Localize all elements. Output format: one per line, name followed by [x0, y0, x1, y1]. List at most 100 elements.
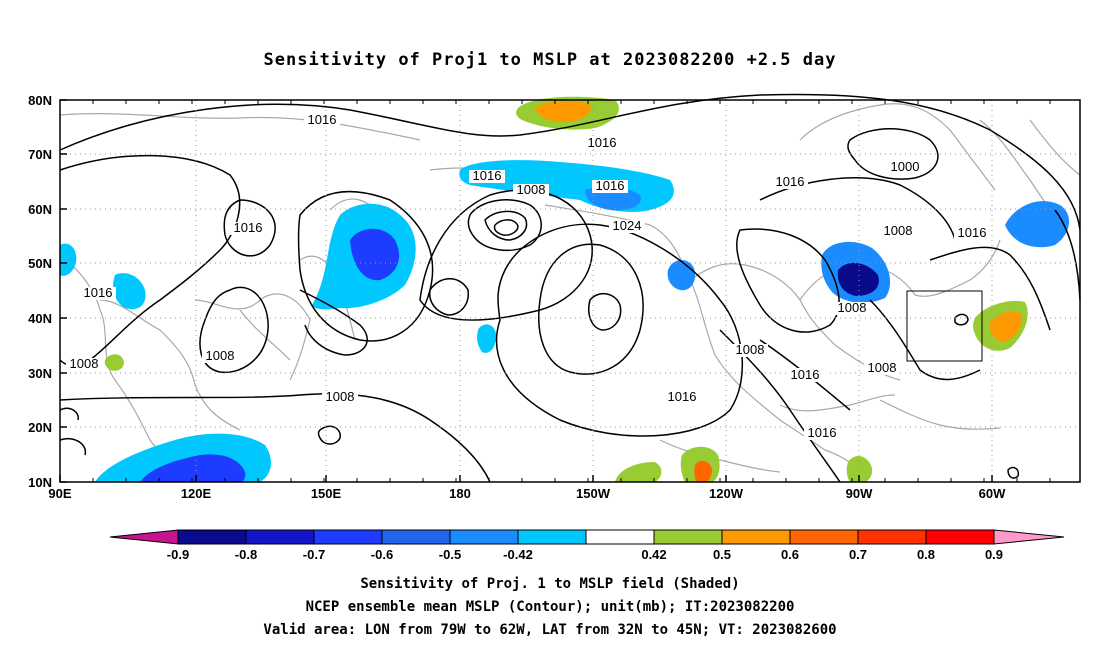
colorbar-label: -0.9	[167, 547, 189, 562]
contour-label-bg	[469, 170, 505, 183]
shade-neg-gulfalaska	[667, 259, 696, 291]
lon-tick-label: 60W	[979, 486, 1006, 501]
colorbar-label: -0.42	[503, 547, 533, 562]
contour-label: 1008	[736, 342, 765, 357]
colorbar-segment	[517, 529, 587, 545]
contour-label: 1016	[596, 178, 625, 193]
contour-label: 1008	[326, 389, 355, 404]
longitude-axis: 90E 120E 150E 180 150W 120W 90W 60W	[48, 100, 1051, 501]
mslp-contours	[59, 93, 1081, 483]
colorbar-segment	[721, 529, 791, 545]
colorbar-label: 0.9	[985, 547, 1003, 562]
colorbar-segment	[449, 529, 519, 545]
lat-tick-label: 40N	[28, 311, 52, 326]
lat-tick-label: 70N	[28, 147, 52, 162]
shade-neg-atlantic	[1005, 201, 1070, 248]
shade-pos-seaboard-core	[989, 311, 1023, 342]
lat-tick-label: 10N	[28, 475, 52, 490]
contour-label-bg	[834, 302, 870, 315]
contour-label-bg	[609, 220, 645, 233]
shade-neg-greatlakes-core	[837, 262, 879, 296]
colorbar-segment	[789, 529, 859, 545]
contour-label: 1016	[808, 425, 837, 440]
colorbar-segment	[585, 529, 655, 545]
caption-line-3: Valid area: LON from 79W to 62W, LAT fro…	[263, 622, 837, 638]
colorbar-label: -0.7	[303, 547, 325, 562]
shade-neg-china	[60, 243, 77, 276]
caption: Sensitivity of Proj. 1 to MSLP field (Sh…	[0, 573, 1100, 642]
contour-label-bg	[732, 344, 768, 357]
lat-tick-label: 60N	[28, 202, 52, 217]
contour-label-bg	[584, 137, 620, 150]
colorbar-label: 0.5	[713, 547, 731, 562]
colorbar-segment	[245, 529, 315, 545]
caption-line-2: NCEP ensemble mean MSLP (Contour); unit(…	[305, 599, 795, 615]
contour-label-bg	[787, 369, 823, 382]
contour-label: 1016	[958, 225, 987, 240]
contour-label-bg	[887, 161, 923, 174]
contour-label: 1008	[884, 223, 913, 238]
colorbar-segment	[925, 529, 995, 545]
contour-label-bg	[664, 391, 700, 404]
colorbar-label: 0.7	[849, 547, 867, 562]
contour-label-bg	[230, 222, 266, 235]
colorbar-segment	[857, 529, 927, 545]
colorbar-segment	[177, 529, 247, 545]
contour-label-bg	[304, 114, 340, 127]
contour-label-bg	[864, 362, 900, 375]
shade-pos-asia	[104, 354, 124, 371]
colorbar-segment	[381, 529, 451, 545]
contour-label: 1008	[70, 356, 99, 371]
shade-pos-tropic1	[615, 462, 662, 482]
shade-neg-wcoast	[477, 324, 497, 353]
lon-tick-label: 120W	[709, 486, 744, 501]
colorbar-segment	[653, 529, 723, 545]
shade-neg-nwpacific-core	[350, 228, 400, 281]
shade-neg-scpacific-core	[140, 454, 246, 482]
contour-label: 1008	[868, 360, 897, 375]
contour-label-bg	[592, 180, 628, 193]
contour-label: 1008	[517, 182, 546, 197]
latitude-axis: 80N 70N 60N 50N 40N 30N 20N 10N	[28, 93, 67, 490]
contour-label-bg	[954, 227, 990, 240]
lon-tick-label: 120E	[181, 486, 212, 501]
colorbar-segment	[313, 529, 383, 545]
lon-tick-label: 90E	[48, 486, 71, 501]
contour-label-bg	[66, 358, 102, 371]
contour-label-bg	[772, 176, 808, 189]
lon-tick-label: 150E	[311, 486, 342, 501]
colorbar-label: 0.8	[917, 547, 935, 562]
shade-pos-tropic2-core	[694, 460, 712, 482]
contour-label-bg	[513, 184, 549, 197]
contour-label: 1016	[776, 174, 805, 189]
lat-tick-label: 30N	[28, 366, 52, 381]
contour-label: 1016	[588, 135, 617, 150]
valid-area-box	[906, 290, 983, 362]
contour-label: 1000	[891, 159, 920, 174]
contour-label-bg	[80, 287, 116, 300]
lat-tick-label: 80N	[28, 93, 52, 108]
contour-label: 1016	[308, 112, 337, 127]
lon-tick-label: 90W	[846, 486, 873, 501]
colorbar-label: -0.6	[371, 547, 393, 562]
colorbar-label: -0.8	[235, 547, 257, 562]
sensitivity-shading	[60, 96, 1070, 482]
contour-label: 1008	[838, 300, 867, 315]
contour-label: 1016	[473, 168, 502, 183]
contour-label-bg	[202, 350, 238, 363]
shade-neg-china2	[113, 273, 146, 310]
lon-tick-label: 180	[449, 486, 471, 501]
contour-label: 1008	[206, 348, 235, 363]
contour-label: 1016	[668, 389, 697, 404]
colorbar-label: 0.6	[781, 547, 799, 562]
contour-labels: 1016 1016 1016 1016 1016 1008 1016 1024 1016 1000…	[66, 112, 990, 440]
colorbar-high-end	[993, 529, 1065, 545]
colorbar-label: -0.5	[439, 547, 461, 562]
colorbar-low-end	[109, 529, 179, 545]
colorbar-label: 0.42	[641, 547, 666, 562]
contour-label: 1016	[791, 367, 820, 382]
caption-line-1: Sensitivity of Proj. 1 to MSLP field (Sh…	[360, 576, 740, 592]
map-frame	[59, 99, 1081, 483]
lat-tick-label: 50N	[28, 256, 52, 271]
